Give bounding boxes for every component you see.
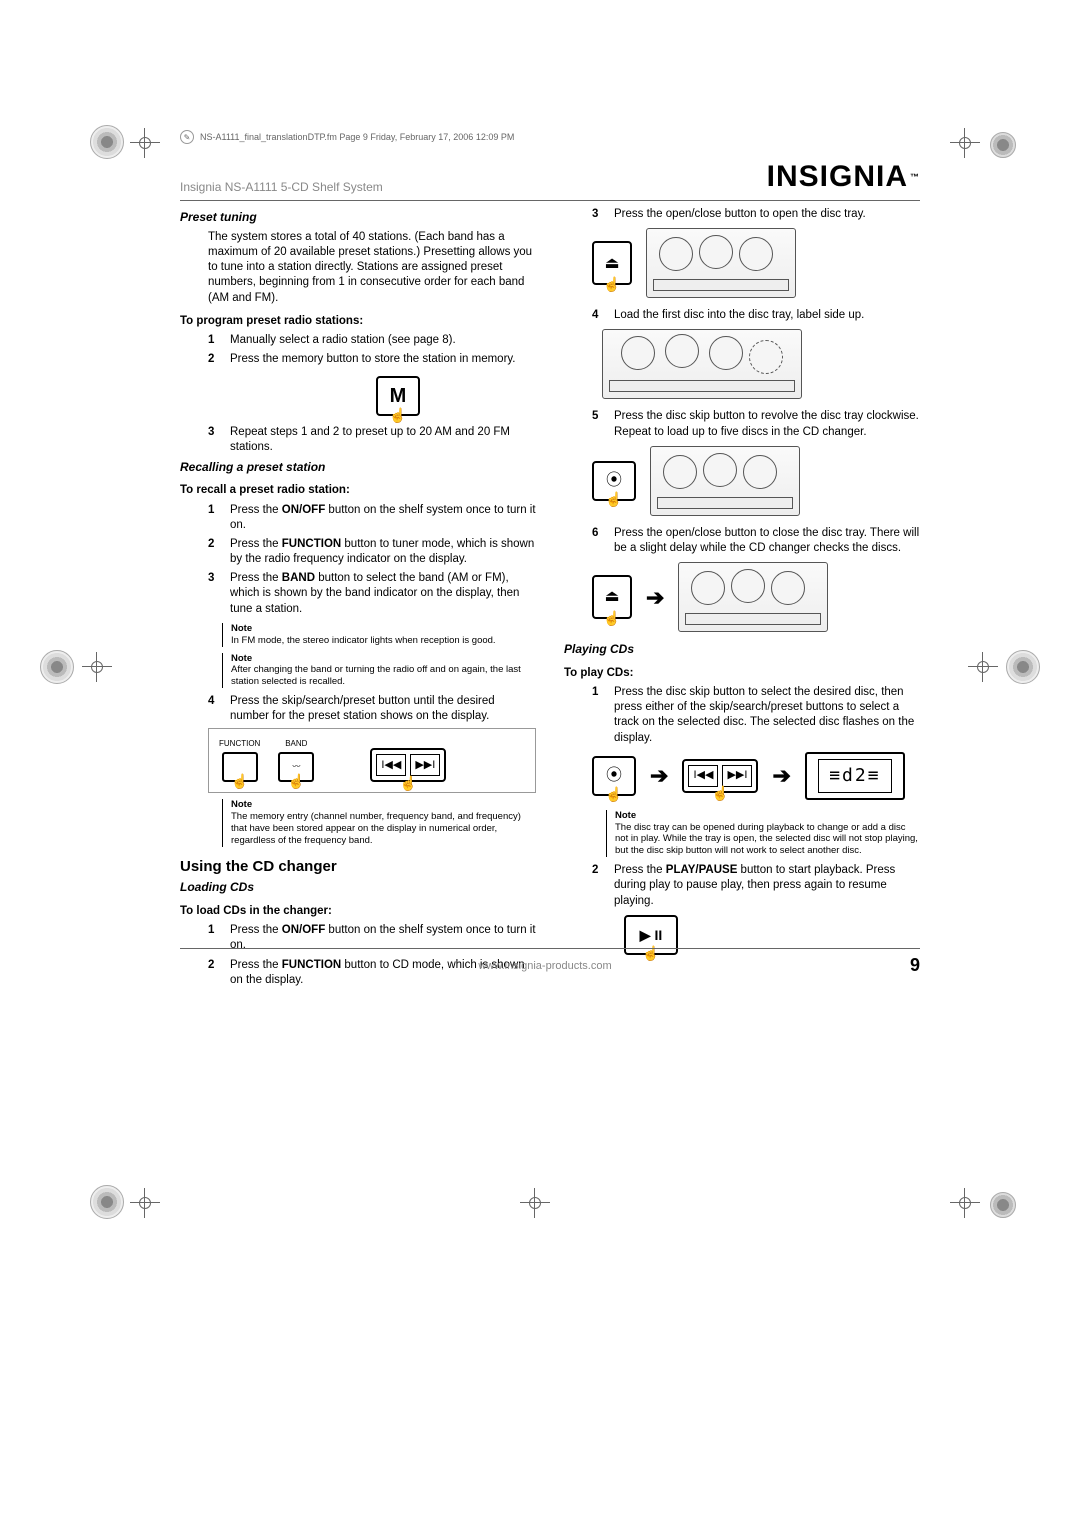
open-close-figure: ⏏ ☝ [592, 228, 920, 298]
crop-mark [82, 652, 112, 682]
note-tray-playback: Note The disc tray can be opened during … [606, 810, 920, 858]
reg-mark-mr [1006, 650, 1040, 684]
crop-mark [130, 1188, 160, 1218]
disc-tray-illustration [678, 562, 828, 632]
hand-icon: ☝ [288, 772, 305, 790]
hand-icon: ☝ [603, 609, 620, 627]
brand-logo: INSIGNIA™ [767, 160, 920, 194]
arrow-icon: ➔ [646, 583, 664, 612]
recall-heading: Recalling a preset station [180, 460, 536, 476]
playing-cds-heading: Playing CDs [564, 642, 920, 658]
eject-button-icon: ⏏ ☝ [592, 575, 632, 619]
hand-icon: ☝ [603, 275, 620, 293]
load-cds-sub: To load CDs in the changer: [180, 904, 536, 919]
hand-icon: ☝ [400, 774, 417, 792]
crop-mark [950, 1188, 980, 1218]
reg-mark-tr [986, 128, 1020, 162]
note-memory-entry: Note The memory entry (channel number, f… [222, 799, 536, 847]
reg-mark-br [986, 1188, 1020, 1222]
doc-title: Insignia NS-A1111 5-CD Shelf System [180, 180, 383, 194]
arrow-icon: ➔ [650, 761, 668, 790]
preset-tuning-heading: Preset tuning [180, 210, 536, 226]
disc-skip-figure: ⦿ ☝ [592, 446, 920, 516]
reg-mark-bl [90, 1185, 124, 1219]
page-footer: www.insignia-products.com 9 [180, 948, 920, 976]
reg-mark-ml [40, 650, 74, 684]
recall-sub: To recall a preset radio station: [180, 483, 536, 498]
crop-mark [950, 128, 980, 158]
play-cds-sub: To play CDs: [564, 666, 920, 681]
preset-tuning-intro: The system stores a total of 40 stations… [208, 230, 536, 306]
page-number: 9 [910, 955, 920, 976]
crop-mark [520, 1188, 550, 1218]
print-header-text: NS-A1111_final_translationDTP.fm Page 9 … [200, 132, 514, 142]
arrow-icon: ➔ [772, 761, 790, 790]
load-disc-figure [592, 329, 920, 399]
hand-icon: ☝ [605, 490, 622, 508]
function-band-figure: FUNCTION ☝ BAND 〰☝ I◀◀ ▶▶I ☝ [208, 728, 536, 793]
disc-tray-illustration [602, 329, 802, 399]
play-sequence-figure: ⦿ ☝ ➔ I◀◀ ▶▶I ☝ ➔ ≡d2≡ [592, 752, 920, 800]
crop-mark [968, 652, 998, 682]
display-icon: ≡d2≡ [805, 752, 905, 800]
eject-button-icon: ⏏ ☝ [592, 241, 632, 285]
hand-icon: ☝ [605, 785, 622, 803]
note-fm-stereo: Note In FM mode, the stereo indicator li… [222, 623, 536, 647]
hand-icon: ☝ [389, 406, 406, 424]
close-tray-figure: ⏏ ☝ ➔ [592, 562, 920, 632]
cd-changer-heading: Using the CD changer [180, 857, 536, 877]
program-steps: 1Manually select a radio station (see pa… [208, 333, 536, 367]
disc-tray-illustration [646, 228, 796, 298]
hand-icon: ☝ [231, 772, 248, 790]
disc-tray-illustration [650, 446, 800, 516]
loading-cds-heading: Loading CDs [180, 880, 536, 896]
program-heading: To program preset radio stations: [180, 314, 536, 329]
crop-mark [130, 128, 160, 158]
right-column: 3Press the open/close button to open the… [564, 207, 920, 992]
memory-button-icon: M ☝ [376, 376, 420, 416]
left-column: Preset tuning The system stores a total … [180, 207, 536, 992]
hand-icon: ☝ [712, 784, 729, 802]
skip-buttons-icon: I◀◀ ▶▶I ☝ [370, 748, 446, 782]
print-header: ✎ NS-A1111_final_translationDTP.fm Page … [180, 130, 514, 144]
skip-buttons-icon: I◀◀ ▶▶I ☝ [682, 759, 758, 793]
disc-skip-button-icon: ⦿ ☝ [592, 756, 636, 796]
disc-skip-button-icon: ⦿ ☝ [592, 461, 636, 501]
reg-mark-tl [90, 125, 124, 159]
footer-url: www.insignia-products.com [478, 960, 611, 972]
note-band-recall: Note After changing the band or turning … [222, 653, 536, 689]
